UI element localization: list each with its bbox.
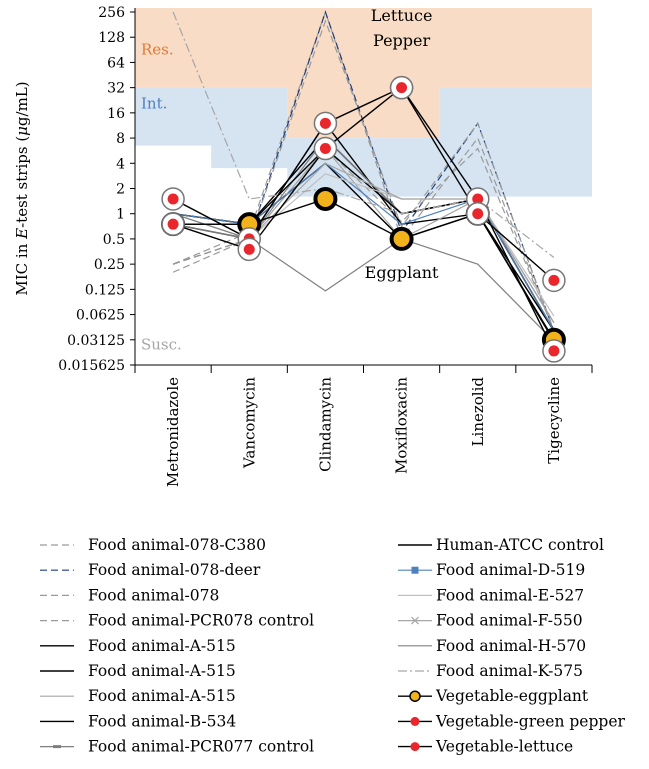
y-tick-label: 0.125 [85, 282, 125, 298]
vegetable-point [548, 274, 560, 286]
legend-label: Food animal-078-deer [88, 561, 261, 579]
legend-label: Food animal-A-515 [88, 687, 236, 705]
y-tick-label: 256 [98, 5, 125, 21]
y-tick-label: 0.0625 [76, 308, 125, 324]
intermediate-zone [135, 87, 592, 197]
x-tick-label: Metronidazole [164, 377, 182, 487]
series-line [173, 162, 555, 332]
resistant-zone [135, 8, 592, 139]
series-line [172, 10, 555, 332]
legend-label: Food animal-B-534 [88, 712, 236, 730]
vegetable-point [243, 243, 255, 255]
series-line [172, 11, 555, 258]
legend-label: Food animal-A-515 [88, 662, 236, 680]
y-tick-label: 8 [116, 131, 125, 147]
legend-label: Vegetable-eggplant [435, 687, 589, 705]
x-tick-label: Vancomycin [240, 377, 258, 469]
y-tick-label: 4 [116, 156, 125, 172]
eggplant-point [389, 226, 414, 251]
breakpoint-zones [135, 8, 592, 197]
legend-label: Food animal-D-519 [436, 561, 585, 579]
axes: 256 128 64 32 16 8 4 2 1 0.5 0.25 0.125 0.0625 0.0312… [58, 5, 593, 487]
series-line [172, 86, 555, 281]
legend-marker [410, 716, 420, 726]
y-axis-label: MIC in E-test strips (μg/mL) [13, 81, 31, 295]
legend-marker [410, 742, 420, 752]
series-line [172, 147, 555, 332]
annotation-pepper: Pepper [373, 31, 430, 50]
y-tick-label: 16 [107, 106, 125, 122]
vegetable-point [319, 143, 331, 155]
legend-label: Food animal-PCR078 control [88, 612, 314, 630]
y-tick-label: 32 [107, 81, 125, 97]
vegetable-point [472, 193, 484, 205]
vegetable-point [167, 193, 179, 205]
x-tick-label: Tigecycline [545, 377, 563, 464]
x-tick-label: Moxifloxacin [393, 377, 411, 474]
zone-labels: Res. Int. Susc. [141, 40, 182, 353]
legend-label: Food animal-H-570 [436, 637, 586, 655]
legend-label: Food animal-PCR077 control [88, 738, 314, 756]
annotations: Lettuce Pepper Eggplant [365, 6, 439, 282]
legend-marker [53, 745, 61, 749]
zone-label-intermediate: Int. [141, 95, 167, 113]
legend-label: Food animal-078-C380 [88, 536, 266, 554]
legend-label: Food animal-E-527 [436, 586, 584, 604]
vegetable-point [548, 345, 560, 357]
series-line [172, 223, 555, 342]
legend-label: Food animal-078 [88, 586, 219, 604]
series-lines [172, 10, 555, 352]
eggplant-point [313, 186, 338, 211]
y-tick-label: 2 [116, 182, 125, 198]
zone-label-resistant: Res. [141, 40, 174, 58]
y-tick-label: 128 [98, 30, 125, 46]
annotation-eggplant: Eggplant [365, 263, 439, 282]
legend-label: Vegetable-lettuce [435, 738, 573, 756]
y-tick-label: 0.03125 [67, 333, 125, 349]
legend-label: Food animal-A-515 [88, 637, 236, 655]
legend-label: Human-ATCC control [436, 536, 604, 554]
y-tick-label: 64 [107, 55, 125, 71]
legend-label: Vegetable-green pepper [435, 712, 625, 730]
legend-marker [411, 616, 419, 625]
legend-label: Food animal-F-550 [436, 612, 583, 630]
series-line [173, 198, 555, 341]
y-tick-label: 0.5 [103, 232, 125, 248]
vegetable-point [167, 218, 179, 230]
vegetable-point [472, 208, 484, 220]
legend-marker [409, 690, 421, 702]
vegetable-point [396, 82, 408, 94]
series-markers [161, 75, 566, 363]
y-tick-label: 0.015625 [58, 358, 125, 374]
x-tick-label: Clindamycin [316, 377, 334, 472]
vegetable-point [319, 117, 331, 129]
annotation-lettuce: Lettuce [371, 6, 433, 25]
y-tick-label: 0.25 [94, 257, 125, 273]
legend-marker [411, 566, 419, 574]
y-tick-label: 1 [116, 207, 125, 223]
x-tick-label: Linezolid [469, 377, 487, 447]
legend: Food animal-078-C380 Food animal-078-deer… [40, 536, 625, 756]
legend-label: Food animal-K-575 [436, 662, 583, 680]
zone-label-susceptible: Susc. [141, 335, 182, 353]
